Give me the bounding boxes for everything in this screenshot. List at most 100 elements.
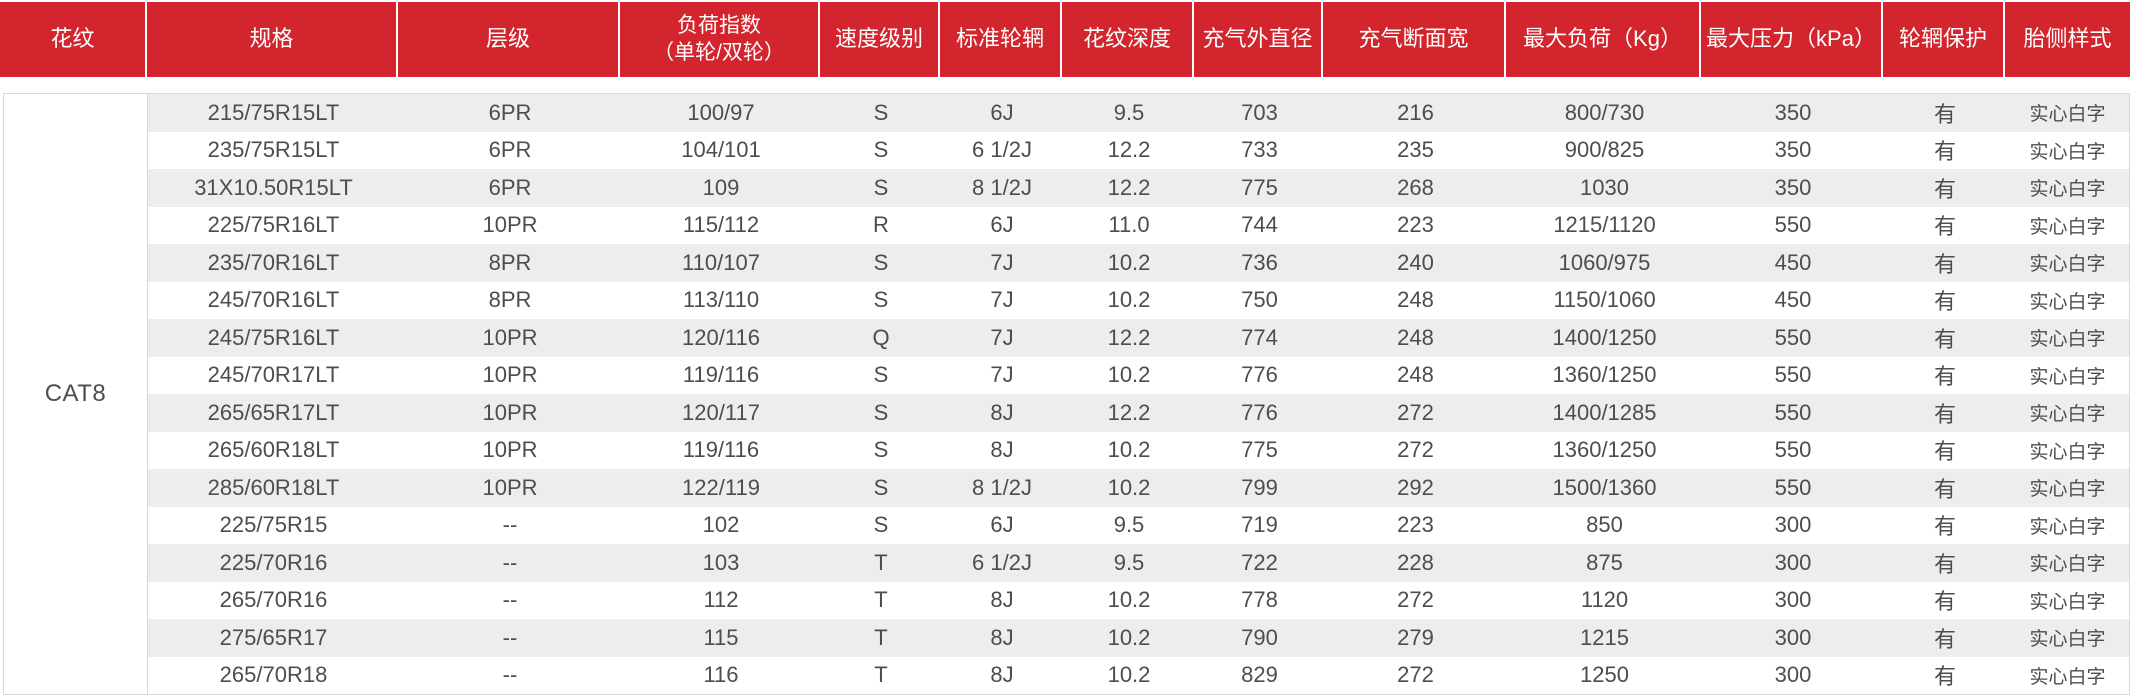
cell-rim-protection: 有 (1933, 176, 1956, 202)
cell-inflated-diameter: 790 (1241, 624, 1278, 650)
cell-tread-depth: 9.5 (1113, 99, 1145, 125)
cell-ply-rating: -- (502, 662, 518, 688)
table-row: 245/70R16LT 8PR 113/110 S 7J 10.2 750 248 1150/1… (148, 281, 2129, 319)
table-row: 225/75R15 -- 102 S 6J 9.5 719 223 850 300 有 实心白字 (148, 506, 2129, 544)
cell-spec: 225/75R16LT (207, 212, 340, 238)
cell-rim-protection: 有 (1933, 439, 1956, 465)
table-row: 275/65R17 -- 115 T 8J 10.2 790 279 1215 300 有 实心白字 (148, 619, 2129, 657)
cell-ply-rating: 10PR (482, 474, 538, 500)
cell-max-load: 1215 (1580, 624, 1629, 650)
cell-standard-rim: 8J (990, 624, 1014, 650)
cell-spec: 225/75R15 (219, 512, 328, 538)
column-header-standard-rim: 标准轮辋 (940, 2, 1062, 77)
cell-max-pressure: 300 (1774, 662, 1812, 688)
cell-spec: 225/70R16 (219, 549, 328, 575)
cell-max-pressure: 550 (1774, 437, 1812, 463)
cell-max-pressure: 450 (1774, 249, 1812, 275)
cell-speed-rating: S (873, 249, 889, 275)
cell-standard-rim: 7J (990, 287, 1014, 313)
cell-inflated-diameter: 778 (1241, 587, 1278, 613)
cell-rim-protection: 有 (1933, 551, 1956, 577)
cell-max-load: 1250 (1580, 662, 1629, 688)
cell-speed-rating: S (873, 287, 889, 313)
column-header-label: 充气断面宽 (1358, 26, 1469, 52)
cell-tread-depth: 10.2 (1107, 624, 1151, 650)
cell-sidewall-style: 实心白字 (2029, 291, 2106, 313)
cell-ply-rating: -- (502, 624, 518, 650)
cell-spec: 235/70R16LT (207, 249, 340, 275)
cell-spec: 245/70R17LT (207, 362, 340, 388)
cell-tread-depth: 10.2 (1107, 362, 1151, 388)
table-row: 31X10.50R15LT 6PR 109 S 8 1/2J 12.2 775 268 1030… (148, 169, 2129, 207)
cell-max-pressure: 550 (1774, 399, 1812, 425)
cell-sidewall-style: 实心白字 (2029, 366, 2106, 388)
cell-max-pressure: 350 (1774, 137, 1812, 163)
column-header-speed-rating: 速度级别 (820, 2, 940, 77)
cell-speed-rating: T (874, 549, 888, 575)
cell-ply-rating: 8PR (488, 287, 532, 313)
column-header-label: 充气外直径 (1202, 26, 1313, 52)
table-header-row: 花纹 规格 层级 负荷指数 （单轮/双轮） 速度级别 标准轮辋 花纹深度 充气外… (0, 2, 2130, 77)
cell-max-load: 1400/1250 (1552, 324, 1657, 350)
cell-inflated-diameter: 774 (1241, 324, 1278, 350)
cell-standard-rim: 6J (990, 99, 1014, 125)
cell-ply-rating: 10PR (482, 212, 538, 238)
cell-load-index: 113/110 (682, 287, 760, 313)
cell-rim-protection: 有 (1933, 589, 1956, 615)
cell-max-load: 850 (1586, 512, 1623, 538)
cell-load-index: 116 (703, 662, 739, 688)
cell-inflated-section-width: 268 (1397, 174, 1434, 200)
cell-inflated-section-width: 228 (1397, 549, 1434, 575)
cell-max-load: 1360/1250 (1552, 437, 1657, 463)
cell-standard-rim: 6J (990, 212, 1014, 238)
column-header-pattern: 花纹 (0, 2, 147, 77)
cell-speed-rating: S (873, 399, 889, 425)
column-header-label: 最大负荷（Kg） (1523, 26, 1682, 52)
column-header-tread-depth: 花纹深度 (1062, 2, 1194, 77)
cell-standard-rim: 6 1/2J (972, 549, 1032, 575)
cell-max-pressure: 550 (1774, 212, 1812, 238)
table-row: 225/70R16 -- 103 T 6 1/2J 9.5 722 228 875 300 有 实心白… (148, 544, 2129, 582)
cell-sidewall-style: 实心白字 (2029, 216, 2106, 238)
cell-inflated-diameter: 829 (1241, 662, 1278, 688)
cell-max-load: 1150/1060 (1553, 287, 1656, 313)
cell-max-load: 1030 (1580, 174, 1629, 200)
cell-inflated-section-width: 235 (1397, 137, 1434, 163)
cell-standard-rim: 8J (990, 587, 1014, 613)
cell-tread-depth: 12.2 (1107, 324, 1151, 350)
cell-inflated-section-width: 272 (1397, 662, 1434, 688)
cell-inflated-diameter: 744 (1241, 212, 1278, 238)
cell-sidewall-style: 实心白字 (2029, 516, 2106, 538)
cell-max-load: 800/730 (1564, 99, 1645, 125)
cell-max-pressure: 300 (1774, 587, 1812, 613)
column-header-label: 胎侧样式 (2023, 26, 2112, 52)
cell-max-pressure: 550 (1774, 474, 1812, 500)
cell-ply-rating: 6PR (488, 174, 532, 200)
cell-standard-rim: 7J (990, 249, 1014, 275)
cell-spec: 235/75R15LT (207, 137, 340, 163)
cell-max-pressure: 300 (1774, 549, 1812, 575)
cell-spec: 245/70R16LT (207, 287, 340, 313)
cell-sidewall-style: 实心白字 (2029, 479, 2106, 501)
cell-tread-depth: 10.2 (1107, 587, 1151, 613)
cell-inflated-section-width: 223 (1397, 212, 1434, 238)
cell-inflated-section-width: 216 (1397, 99, 1434, 125)
column-header-sidewall-style: 胎侧样式 (2005, 2, 2130, 77)
cell-ply-rating: 6PR (488, 99, 532, 125)
cell-rim-protection: 有 (1933, 101, 1956, 127)
cell-speed-rating: R (873, 212, 889, 238)
cell-load-index: 122/119 (682, 474, 760, 500)
cell-sidewall-style: 实心白字 (2029, 629, 2106, 651)
cell-max-load: 1500/1360 (1552, 474, 1657, 500)
cell-standard-rim: 8J (990, 437, 1014, 463)
cell-ply-rating: -- (502, 587, 518, 613)
cell-speed-rating: S (873, 137, 889, 163)
table-row: 265/65R17LT 10PR 120/117 S 8J 12.2 776 272 1400/… (148, 394, 2129, 432)
cell-speed-rating: S (873, 437, 889, 463)
cell-sidewall-style: 实心白字 (2029, 404, 2106, 426)
cell-load-index: 102 (702, 512, 740, 538)
column-header-sublabel: （单轮/双轮） (653, 40, 785, 64)
table-row: 235/70R16LT 8PR 110/107 S 7J 10.2 736 240 1060/9… (148, 244, 2129, 282)
cell-spec: 31X10.50R15LT (194, 174, 353, 200)
cell-rim-protection: 有 (1933, 139, 1956, 165)
